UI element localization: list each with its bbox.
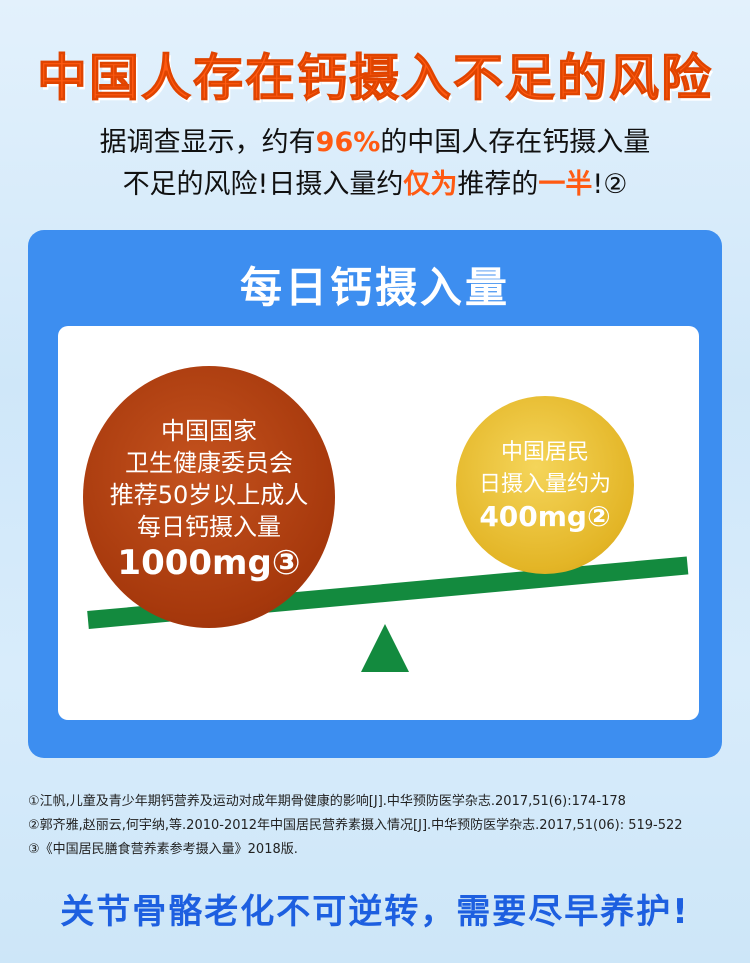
slogan: 关节骨骼老化不可逆转，需要尽早养护! [60, 892, 690, 932]
panel-title: 每日钙摄入量 [239, 263, 510, 312]
intro-text-part: 不足的风险!日摄入量约 [122, 169, 404, 200]
intro-text: 据调查显示，约有96%的中国人存在钙摄入量 不足的风险!日摄入量约仅为推荐的一半… [0, 122, 750, 206]
intro-text-part: 据调查显示，约有 [99, 127, 316, 158]
actual-intake-circle: 中国居民 日摄入量约为 400mg② [456, 396, 634, 574]
highlight-text: 一半 [538, 169, 593, 200]
circle-text: 每日钙摄入量 [137, 513, 281, 541]
highlight-percent: 96% [315, 127, 381, 158]
recommended-value: 1000mg③ [117, 543, 301, 583]
actual-value: 400mg② [479, 500, 611, 533]
intro-text-part: 推荐的 [457, 169, 539, 200]
references: ①江帆,儿童及青少年期钙营养及运动对成年期骨健康的影响[J].中华预防医学杂志.… [28, 790, 683, 862]
highlight-text: 仅为 [403, 169, 458, 200]
circle-text: 卫生健康委员会 [125, 449, 293, 477]
reference-item: ①江帆,儿童及青少年期钙营养及运动对成年期骨健康的影响[J].中华预防医学杂志.… [28, 794, 626, 809]
intro-text-part: 的中国人存在钙摄入量 [380, 127, 651, 158]
circle-text: 日摄入量约为 [478, 472, 611, 497]
reference-item: ②郭齐雅,赵丽云,何宇纳,等.2010-2012年中国居民营养素摄入情况[J].… [28, 818, 683, 833]
intro-text-part: !② [592, 169, 628, 200]
circle-text: 中国国家 [161, 417, 257, 445]
circle-text: 推荐50岁以上成人 [109, 481, 309, 509]
seesaw-fulcrum [361, 624, 409, 672]
balance-illustration: 中国国家 卫生健康委员会 推荐50岁以上成人 每日钙摄入量 1000mg③ 中国… [58, 326, 699, 720]
page-title: 中国人存在钙摄入不足的风险 [37, 49, 713, 108]
circle-text: 中国居民 [500, 440, 589, 465]
reference-item: ③《中国居民膳食营养素参考摄入量》2018版. [28, 842, 298, 857]
recommended-intake-circle: 中国国家 卫生健康委员会 推荐50岁以上成人 每日钙摄入量 1000mg③ [83, 366, 335, 628]
intake-panel: 每日钙摄入量 中国国家 卫生健康委员会 推荐50岁以上成人 每日钙摄入量 100… [28, 230, 722, 758]
